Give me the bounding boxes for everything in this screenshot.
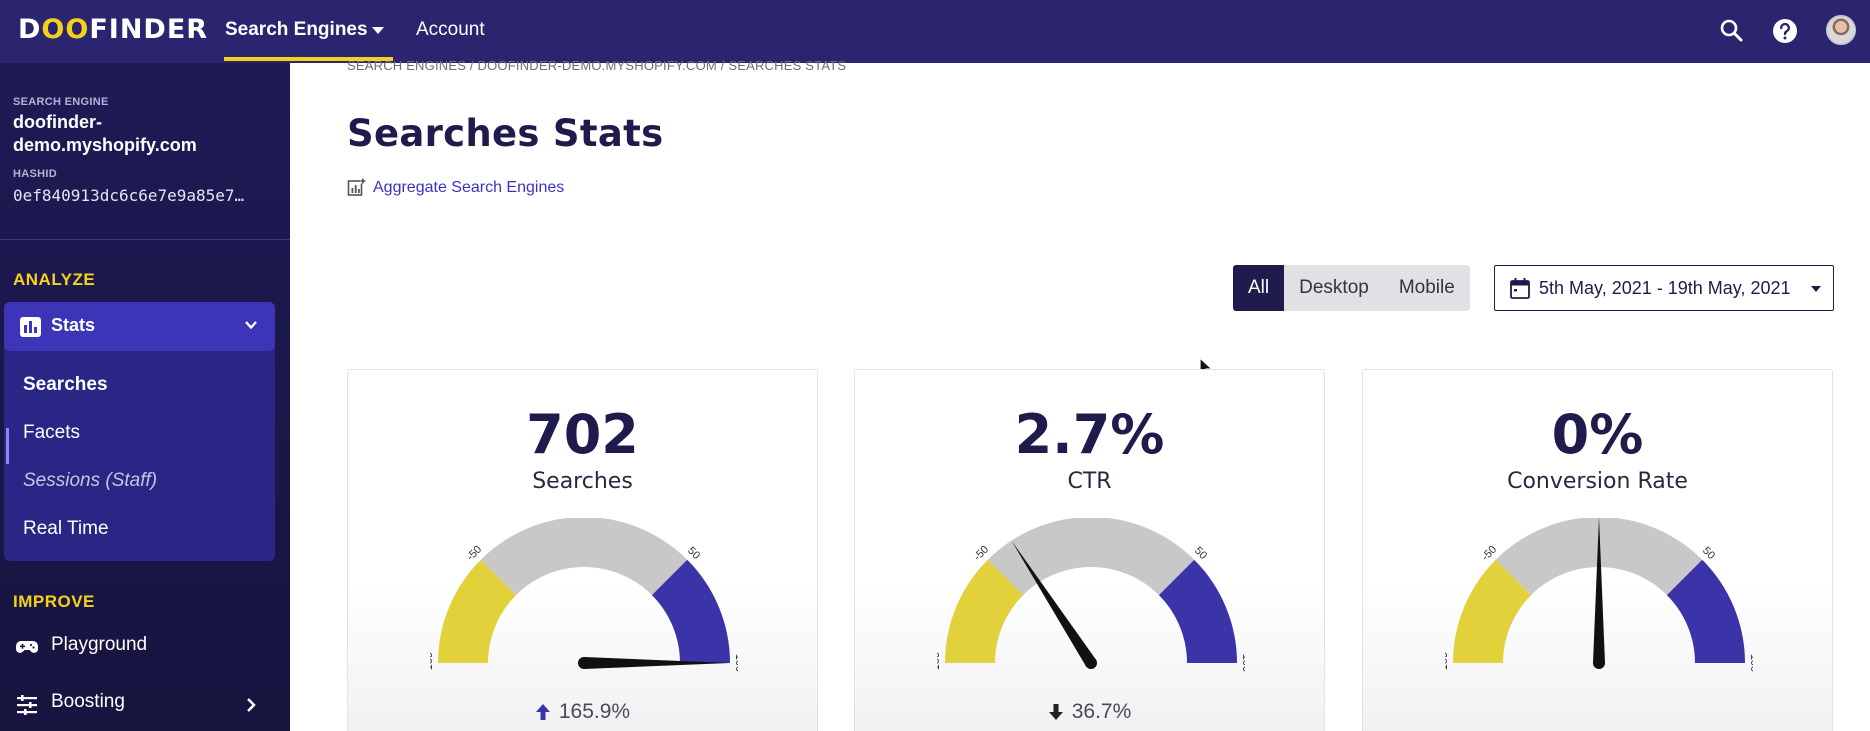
gauge-chart: -100-50050100 [430, 518, 738, 674]
date-range-caret-icon [1811, 286, 1821, 292]
user-avatar[interactable] [1826, 15, 1856, 45]
gauge-tick-label: 100 [1748, 654, 1753, 672]
gauge-positive-arc [1666, 559, 1745, 663]
metric-label: Searches [532, 469, 633, 494]
gauge-needle-hub [578, 657, 590, 669]
metric-change-value: 36.7% [1071, 700, 1132, 723]
sidebar-item-boosting[interactable]: Boosting [51, 691, 125, 712]
gauge-negative-arc [438, 559, 517, 663]
metric-label: CTR [1067, 469, 1112, 494]
device-filter: All Desktop Mobile [1233, 265, 1470, 311]
gauge-chart: -100-50050100 [937, 518, 1245, 674]
nav-search-engines[interactable]: Search Engines [225, 19, 368, 40]
gauge-chart: -100-50050100 [1445, 518, 1753, 674]
sidebar-item-label: Stats [51, 315, 96, 335]
bar-chart-icon [20, 317, 41, 337]
analyze-section-title: ANALYZE [13, 270, 96, 289]
gauge-needle [584, 657, 730, 669]
gauge-tick-label: 100 [733, 654, 738, 672]
gauge-needle [1593, 518, 1605, 663]
search-icon[interactable] [1718, 17, 1746, 45]
gauge-neutral-arc [987, 518, 1195, 596]
calendar-icon [1510, 278, 1530, 299]
nav-search-engines-caret-icon[interactable] [372, 27, 384, 34]
gauge-needle [1011, 540, 1097, 667]
gauge-tick-label: 50 [1192, 545, 1209, 562]
active-indicator [6, 428, 9, 464]
gauge-negative-arc [1453, 559, 1532, 663]
metric-card: 2.7%CTR-100-5005010036.7% [854, 369, 1325, 731]
sidebar-item-real-time[interactable]: Real Time [23, 518, 109, 539]
nav-active-underline [224, 57, 393, 61]
gauge-tick-label: 50 [1700, 545, 1717, 562]
chevron-right-icon[interactable] [245, 697, 257, 713]
hashid-label: HASHID [13, 168, 57, 180]
top-navbar: DOOFINDER Search Engines Account [0, 0, 1870, 63]
gauge-neutral-arc [480, 518, 688, 596]
logo-text-finder: FINDER [89, 14, 209, 45]
gauge-negative-arc [945, 559, 1024, 663]
breadcrumb: SEARCH ENGINES / DOOFINDER-DEMO.MYSHOPIF… [347, 58, 847, 73]
gauge-positive-arc [1158, 559, 1237, 663]
sidebar: SEARCH ENGINE doofinder-demo.myshopify.c… [0, 63, 290, 731]
hashid-value: 0ef840913dc6c6e7e9a85e7… [13, 186, 245, 205]
arrow-down-icon [1048, 704, 1063, 721]
sidebar-divider [0, 239, 290, 240]
gamepad-icon [16, 641, 38, 653]
search-engine-label: SEARCH ENGINE [13, 96, 109, 108]
logo-text-oo: OO [41, 14, 90, 45]
search-engine-name: doofinder-demo.myshopify.com [13, 112, 197, 155]
add-chart-icon[interactable] [347, 178, 366, 197]
filter-desktop-button[interactable]: Desktop [1299, 277, 1369, 298]
gauge-positive-arc [651, 559, 730, 663]
aggregate-search-engines-link[interactable]: Aggregate Search Engines [373, 179, 565, 196]
doofinder-logo[interactable]: DOOFINDER [18, 14, 208, 45]
help-icon[interactable] [1771, 17, 1799, 45]
gauge-tick-label: 100 [1240, 654, 1245, 672]
gauge-tick-label: 50 [685, 545, 702, 562]
gauge-tick-label: -100 [430, 652, 435, 674]
filter-mobile-button[interactable]: Mobile [1398, 277, 1455, 298]
metric-change: 165.9% [348, 700, 817, 724]
improve-section-title: IMPROVE [13, 592, 95, 611]
gauge-needle-hub [1593, 657, 1605, 669]
sidebar-item-facets[interactable]: Facets [23, 422, 81, 443]
chevron-down-icon[interactable] [244, 318, 258, 332]
page-title: Searches Stats [347, 112, 664, 155]
gauge-needle-hub [1085, 657, 1097, 669]
metric-value: 0% [1551, 403, 1644, 466]
tune-sliders-icon [17, 695, 37, 715]
sidebar-item-searches[interactable]: Searches [23, 374, 108, 395]
metric-value: 2.7% [1014, 403, 1165, 466]
gauge-tick-label: -100 [937, 652, 942, 674]
date-range-picker[interactable]: 5th May, 2021 - 19th May, 2021 [1494, 265, 1834, 311]
metric-value: 702 [526, 403, 639, 466]
date-range-text: 5th May, 2021 - 19th May, 2021 [1539, 278, 1791, 298]
sidebar-item-sessions-staff[interactable]: Sessions (Staff) [23, 470, 158, 491]
logo-text-d: D [18, 14, 42, 45]
metric-card: 0%Conversion Rate-100-50050100 [1362, 369, 1833, 731]
metric-label: Conversion Rate [1507, 469, 1688, 494]
metric-change: 36.7% [855, 700, 1324, 724]
filter-all-button[interactable]: All [1233, 265, 1285, 311]
gauge-tick-label: -100 [1445, 652, 1450, 674]
arrow-up-icon [535, 704, 550, 721]
sidebar-item-stats[interactable]: Stats [4, 302, 275, 351]
nav-account[interactable]: Account [416, 19, 485, 40]
sidebar-item-playground[interactable]: Playground [51, 634, 148, 655]
metric-change-value: 165.9% [558, 700, 631, 723]
